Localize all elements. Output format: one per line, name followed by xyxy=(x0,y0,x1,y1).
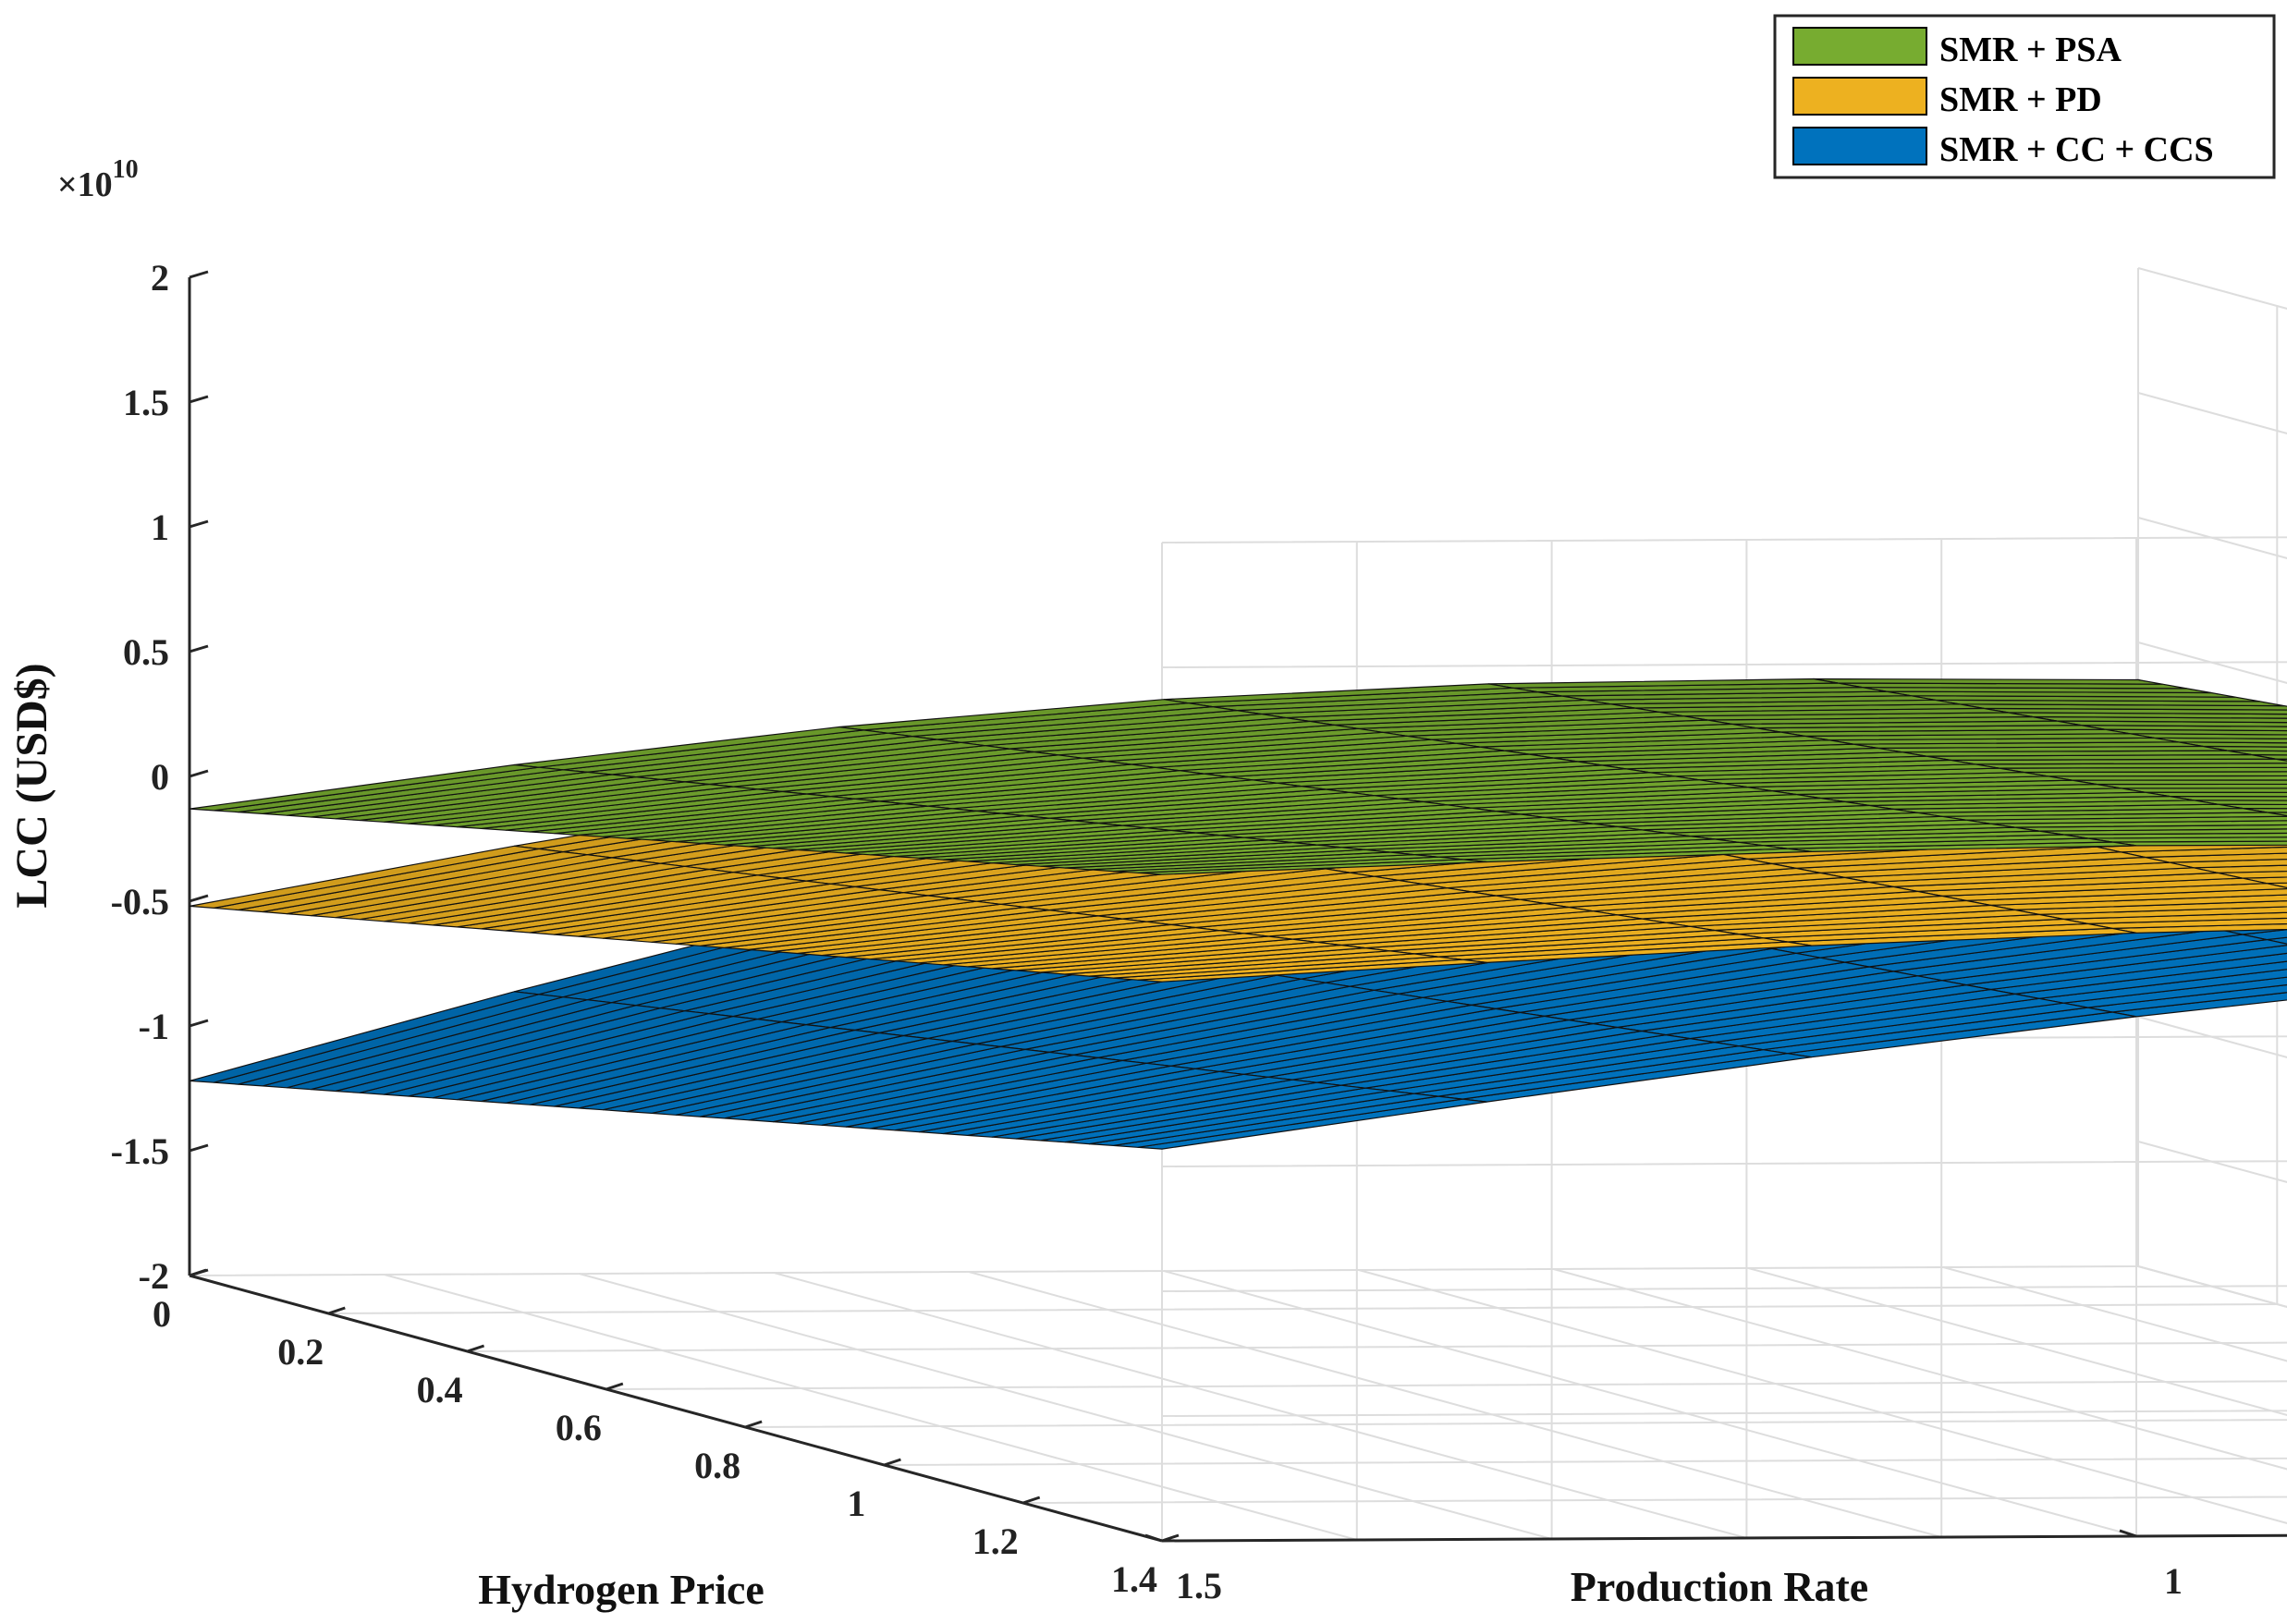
axis-layer: -2 -1.5 -1 -0.5 0 0.5 1 1.5 2 0 0.2 0.4 0.6 0.8 1 1.2 1.… xyxy=(111,257,2287,1606)
gridline-x xyxy=(884,1457,2287,1466)
z-tick-label: -1 xyxy=(139,1006,169,1047)
z-tick xyxy=(189,644,209,653)
gridline-z xyxy=(1161,392,2287,668)
z-tick-label: -1.5 xyxy=(111,1130,169,1172)
surface-patch xyxy=(189,763,539,812)
legend-label-smr-psa: SMR + PSA xyxy=(1939,31,2122,69)
z-tick xyxy=(189,519,209,529)
z-axis-title: LCC (USD$) xyxy=(7,663,56,908)
surface-patch xyxy=(1813,678,2163,685)
legend-swatch-smr-pd xyxy=(1792,77,1927,116)
surface-patch xyxy=(189,991,539,1083)
x-tick xyxy=(883,1458,901,1467)
surface-smr-psa xyxy=(189,678,2287,875)
y-axis-title: Production Rate xyxy=(1571,1563,1868,1610)
z-tick xyxy=(189,270,209,279)
gridline-x xyxy=(605,1380,2287,1390)
z-tick-label: 0 xyxy=(151,756,169,798)
x-tick-label: 0.6 xyxy=(556,1407,602,1448)
x-axis-title: Hydrogen Price xyxy=(478,1566,764,1613)
z-tick-label: 2 xyxy=(151,257,169,299)
z-tick xyxy=(189,894,209,903)
z-tick xyxy=(189,769,209,778)
y-tick xyxy=(2119,1529,2137,1538)
gridline-z xyxy=(1161,891,2287,1167)
gridline-x xyxy=(745,1419,2287,1428)
x-tick xyxy=(744,1420,763,1429)
z-tick-label: -2 xyxy=(139,1255,169,1297)
x-tick-label: 1.4 xyxy=(1111,1558,1157,1600)
z-tick-label: 0.5 xyxy=(123,631,169,673)
y-tick-label: 1.5 xyxy=(1176,1565,1222,1606)
z-tick-label: 1 xyxy=(151,507,169,548)
gridline-y xyxy=(1748,1267,2287,1416)
x-tick xyxy=(1161,1533,1180,1543)
x-tick-label: 1.2 xyxy=(972,1520,1019,1562)
z-tick xyxy=(189,1143,209,1153)
x-tick-label: 1 xyxy=(847,1483,865,1524)
x-tick xyxy=(467,1344,485,1353)
gridline-z xyxy=(1161,267,2287,543)
legend-swatch-smr-cc-ccs xyxy=(1792,127,1927,165)
x-tick xyxy=(327,1306,346,1315)
surface-patch xyxy=(189,845,539,910)
gridline-x xyxy=(467,1341,2287,1352)
x-tick xyxy=(605,1382,624,1391)
x-tick-label: 0.2 xyxy=(277,1331,324,1373)
legend-label-smr-cc-ccs: SMR + CC + CCS xyxy=(1939,130,2214,169)
gridline-z xyxy=(1161,1141,2287,1417)
x-tick-label: 0 xyxy=(153,1293,171,1335)
x-axis-line xyxy=(189,1274,1163,1543)
gridline-y xyxy=(1358,1269,2287,1524)
x-tick-label: 0.8 xyxy=(694,1445,740,1486)
z-tick xyxy=(189,395,209,404)
gridline-z xyxy=(1161,1016,2287,1292)
y-tick xyxy=(1144,1533,1163,1543)
legend-label-smr-pd: SMR + PD xyxy=(1939,80,2102,119)
z-exponent-label: ×1010 xyxy=(57,155,139,204)
z-tick xyxy=(189,1019,209,1028)
z-exponent-power: 10 xyxy=(113,155,139,184)
surface-layer xyxy=(189,678,2287,1150)
z-tick-label: 1.5 xyxy=(123,382,169,423)
label-layer: LCC (USD$) Hydrogen Price Production Rat… xyxy=(7,155,1868,1613)
gridline-x xyxy=(1022,1496,2287,1504)
z-tick-label: -0.5 xyxy=(111,881,169,922)
x-tick xyxy=(189,1268,207,1277)
gridline-y xyxy=(1553,1268,2287,1471)
y-tick-label: 1 xyxy=(2164,1560,2183,1602)
x-tick xyxy=(1022,1496,1041,1505)
legend: SMR + PSA SMR + PD SMR + CC + CCS xyxy=(1773,14,2276,179)
z-exponent-base: ×10 xyxy=(57,165,113,204)
legend-swatch-smr-psa xyxy=(1792,27,1927,66)
gridline-y xyxy=(1942,1266,2287,1362)
x-tick-label: 0.4 xyxy=(417,1369,463,1410)
